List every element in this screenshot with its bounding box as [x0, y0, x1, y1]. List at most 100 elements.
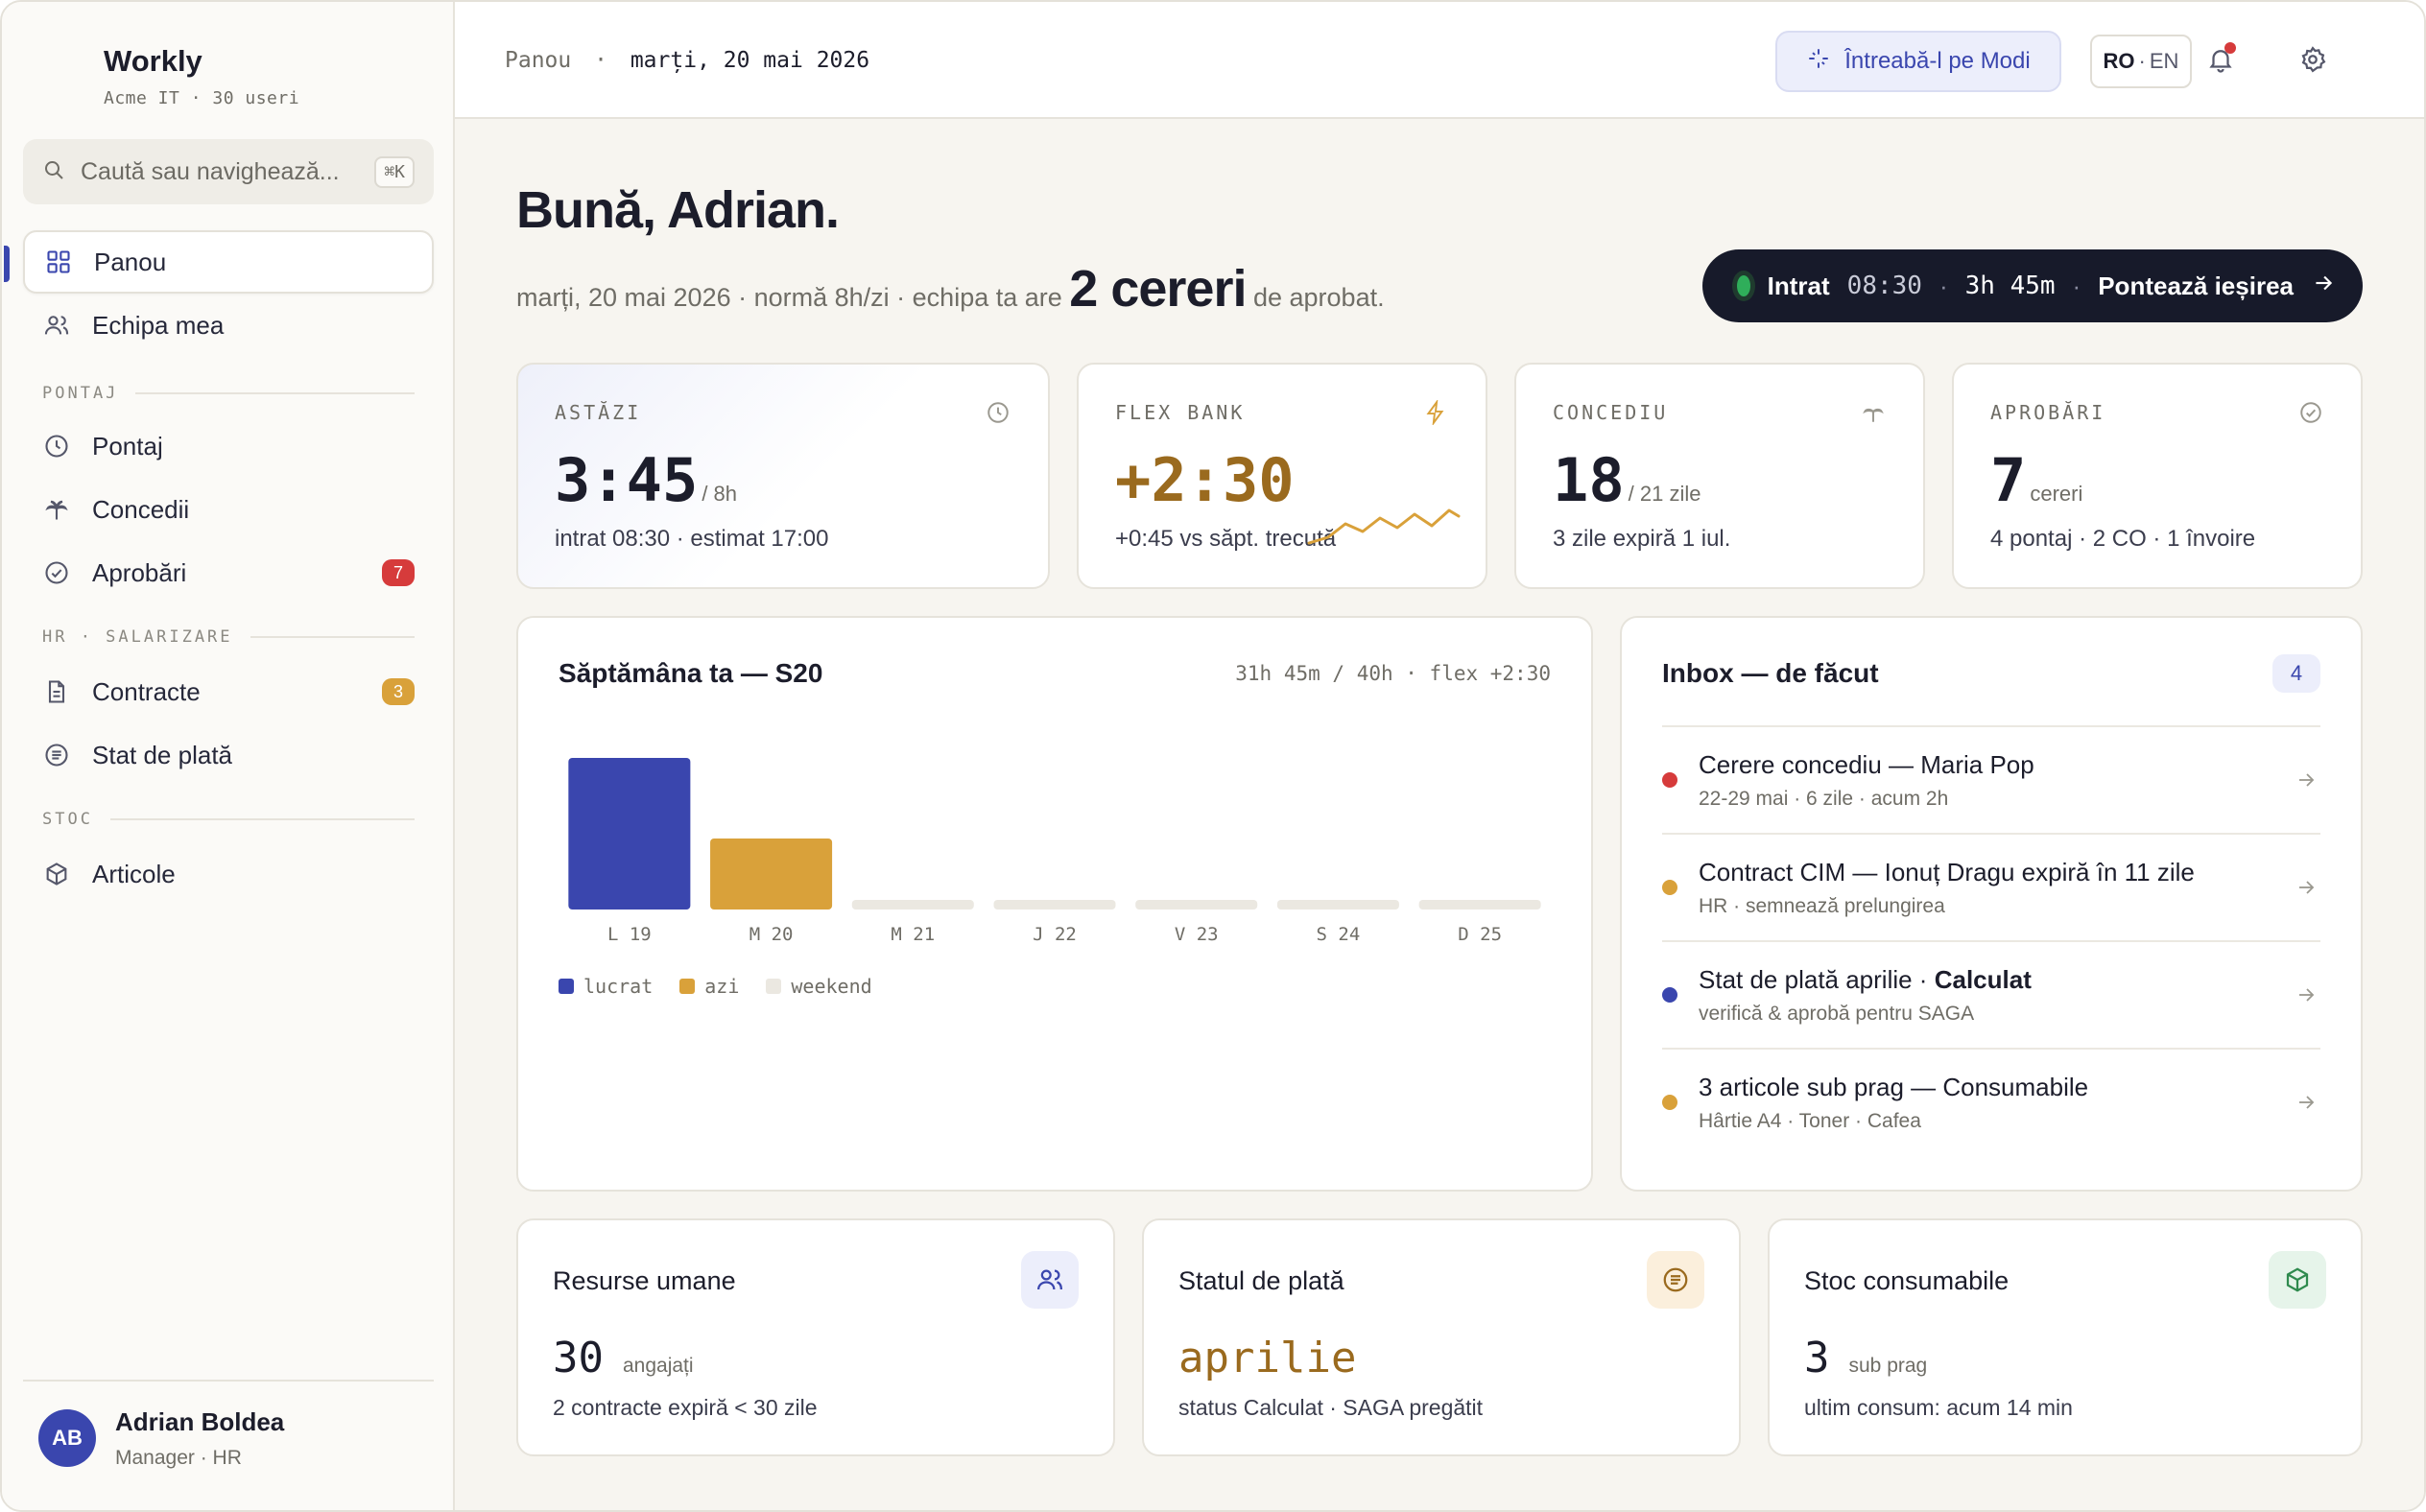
module-card-hr[interactable]: Resurse umane 30 angajați 2 contracte exp… [516, 1218, 1115, 1456]
nav-item-articole[interactable]: Articole [23, 842, 434, 906]
module-value: 30 angajați [553, 1334, 694, 1382]
search-icon [42, 158, 65, 186]
nav-item-echipa[interactable]: Echipa mea [23, 294, 434, 357]
inbox-count-badge: 4 [2272, 654, 2320, 693]
aprobari-badge: 7 [382, 559, 415, 586]
stat-footnote: 4 pontaj · 2 CO · 1 învoire [1990, 526, 2256, 552]
bar-v-23 [1135, 900, 1258, 910]
priority-dot [1662, 1095, 1677, 1110]
x-tick-label: S 24 [1317, 924, 1361, 944]
section-pontaj: PONTAJ [42, 384, 415, 403]
org-info: Acme IT · 30 useri [104, 88, 300, 108]
inbox-title: Inbox — de făcut [1662, 658, 1879, 688]
module-footnote: status Calculat · SAGA pregătit [1178, 1395, 1484, 1420]
users-icon [42, 311, 71, 340]
nav-label: Echipa mea [92, 310, 225, 340]
priority-dot [1662, 987, 1677, 1003]
topbar: Panou · marți, 20 mai 2026 Întreabă-l pe… [455, 2, 2424, 119]
stat-footnote: +0:45 vs săpt. trecută [1115, 526, 1337, 552]
palm-icon [1858, 397, 1889, 428]
stat-card-leave[interactable]: CONCEDIU 18/ 21 zile 3 zile expiră 1 iul… [1514, 363, 1925, 589]
greeting-title: Bună, Adrian. [516, 181, 840, 239]
arrow-right-icon [2311, 271, 2336, 302]
settings-button[interactable] [2290, 38, 2336, 84]
inbox-item-title: 3 articole sub prag — Consumabile [1699, 1072, 2089, 1101]
lang-en[interactable]: EN [2149, 49, 2179, 73]
inbox-item[interactable]: Cerere concediu — Maria Pop 22-29 mai · … [1662, 725, 2320, 833]
inbox-item-title-text: Stat de plată aprilie · [1699, 964, 1935, 994]
inbox-item-title: Cerere concediu — Maria Pop [1699, 749, 2034, 779]
clock-icon [983, 397, 1013, 428]
bell-icon [2206, 45, 2235, 79]
stat-label: FLEX BANK [1115, 401, 1246, 424]
flex-balance: +2:30 [1115, 445, 1295, 515]
x-tick-label: V 23 [1175, 924, 1219, 944]
nav-item-stat-plata[interactable]: Stat de plată [23, 723, 434, 787]
brand-name: Workly [104, 44, 202, 78]
avatar: AB [38, 1409, 96, 1467]
lang-ro[interactable]: RO [2103, 49, 2135, 73]
legend-label: lucrat [583, 975, 654, 998]
main-content: Panou · marți, 20 mai 2026 Întreabă-l pe… [455, 2, 2424, 1510]
week-bar-chart: L 19 M 20 M 21 J 22 V 23 S 24 D 25 [568, 758, 1541, 944]
x-tick-label: M 20 [749, 924, 794, 944]
nav-item-concedii[interactable]: Concedii [23, 478, 434, 541]
lang-separator: · [2138, 49, 2146, 73]
stat-card-approvals[interactable]: APROBĂRI 7 cereri 4 pontaj · 2 CO · 1 înv… [1952, 363, 2363, 589]
user-name: Adrian Boldea [115, 1406, 285, 1436]
bar-j-22 [993, 900, 1116, 910]
nav-item-pontaj[interactable]: Pontaj [23, 414, 434, 478]
box-icon [2269, 1251, 2326, 1309]
inbox-item[interactable]: Contract CIM — Ionuț Dragu expiră în 11 … [1662, 833, 2320, 940]
x-tick-label: M 21 [891, 924, 935, 944]
subline-text: marți, 20 mai 2026 · normă 8h/zi · echip… [516, 283, 1062, 312]
module-card-stock[interactable]: Stoc consumabile 3 sub prag ultim consum:… [1768, 1218, 2363, 1456]
language-toggle[interactable]: RO · EN [2090, 35, 2192, 88]
arrow-right-icon [2292, 983, 2320, 1006]
legend-label: azi [704, 975, 740, 998]
nav-item-contracte[interactable]: Contracte 3 [23, 660, 434, 723]
palm-icon [42, 495, 71, 524]
active-indicator [4, 246, 10, 282]
nav-label: Contracte [92, 676, 201, 706]
nav-item-aprobari[interactable]: Aprobări 7 [23, 541, 434, 604]
week-title: Săptămâna ta — S20 [559, 658, 823, 688]
legend-item-weekend: weekend [766, 975, 872, 998]
payroll-month: aprilie [1178, 1334, 1357, 1382]
bar-m-21 [851, 900, 974, 910]
search-placeholder: Caută sau navighează... [81, 157, 340, 185]
legend-label: weekend [791, 975, 872, 998]
ask-modi-button[interactable]: Întreabă-l pe Modi [1775, 31, 2061, 92]
clock-separator: · [2072, 271, 2081, 300]
search-input[interactable]: Caută sau navighează... ⌘K [23, 139, 434, 204]
clock-out-button[interactable]: Intrat 08:30 · 3h 45m · Pontează ieșirea [1702, 249, 2363, 322]
payroll-icon [42, 741, 71, 769]
breadcrumb-item[interactable]: Panou [505, 48, 572, 73]
pending-requests-count: 2 cereri [1069, 260, 1247, 318]
nav-item-panou[interactable]: Panou [4, 230, 434, 294]
employee-count: 30 [553, 1334, 604, 1382]
user-role: Manager · HR [115, 1446, 242, 1469]
stat-card-today[interactable]: ASTĂZI 3:45/ 8h intrat 08:30 · estimat 1… [516, 363, 1050, 589]
users-icon [1021, 1251, 1079, 1309]
stat-value: 3:45/ 8h [555, 445, 737, 515]
inbox-item[interactable]: Stat de plată aprilie · Calculat verific… [1662, 940, 2320, 1048]
stat-label: APROBĂRI [1990, 401, 2106, 424]
module-title: Stoc consumabile [1804, 1266, 2010, 1295]
ask-modi-label: Întreabă-l pe Modi [1844, 48, 2031, 74]
priority-dot [1662, 880, 1677, 895]
box-icon [42, 860, 71, 888]
stat-label: ASTĂZI [555, 401, 642, 424]
stat-card-flex-bank[interactable]: FLEX BANK +2:30 +0:45 vs săpt. trecută [1077, 363, 1487, 589]
clock-in-time: 08:30 [1846, 272, 1922, 300]
inbox-item[interactable]: 3 articole sub prag — Consumabile Hârtie… [1662, 1048, 2320, 1155]
notifications-button[interactable] [2198, 38, 2244, 84]
nav-label: Aprobări [92, 557, 187, 587]
module-card-payroll[interactable]: Statul de plată aprilie status Calculat … [1142, 1218, 1741, 1456]
inbox-item-title: Stat de plată aprilie · Calculat [1699, 965, 2292, 995]
search-shortcut: ⌘K [374, 155, 415, 188]
stat-footnote: intrat 08:30 · estimat 17:00 [555, 526, 829, 552]
user-profile[interactable]: AB Adrian Boldea Manager · HR [23, 1380, 434, 1495]
stat-unit: cereri [2030, 482, 2083, 506]
stat-value: 18/ 21 zile [1553, 445, 1701, 515]
